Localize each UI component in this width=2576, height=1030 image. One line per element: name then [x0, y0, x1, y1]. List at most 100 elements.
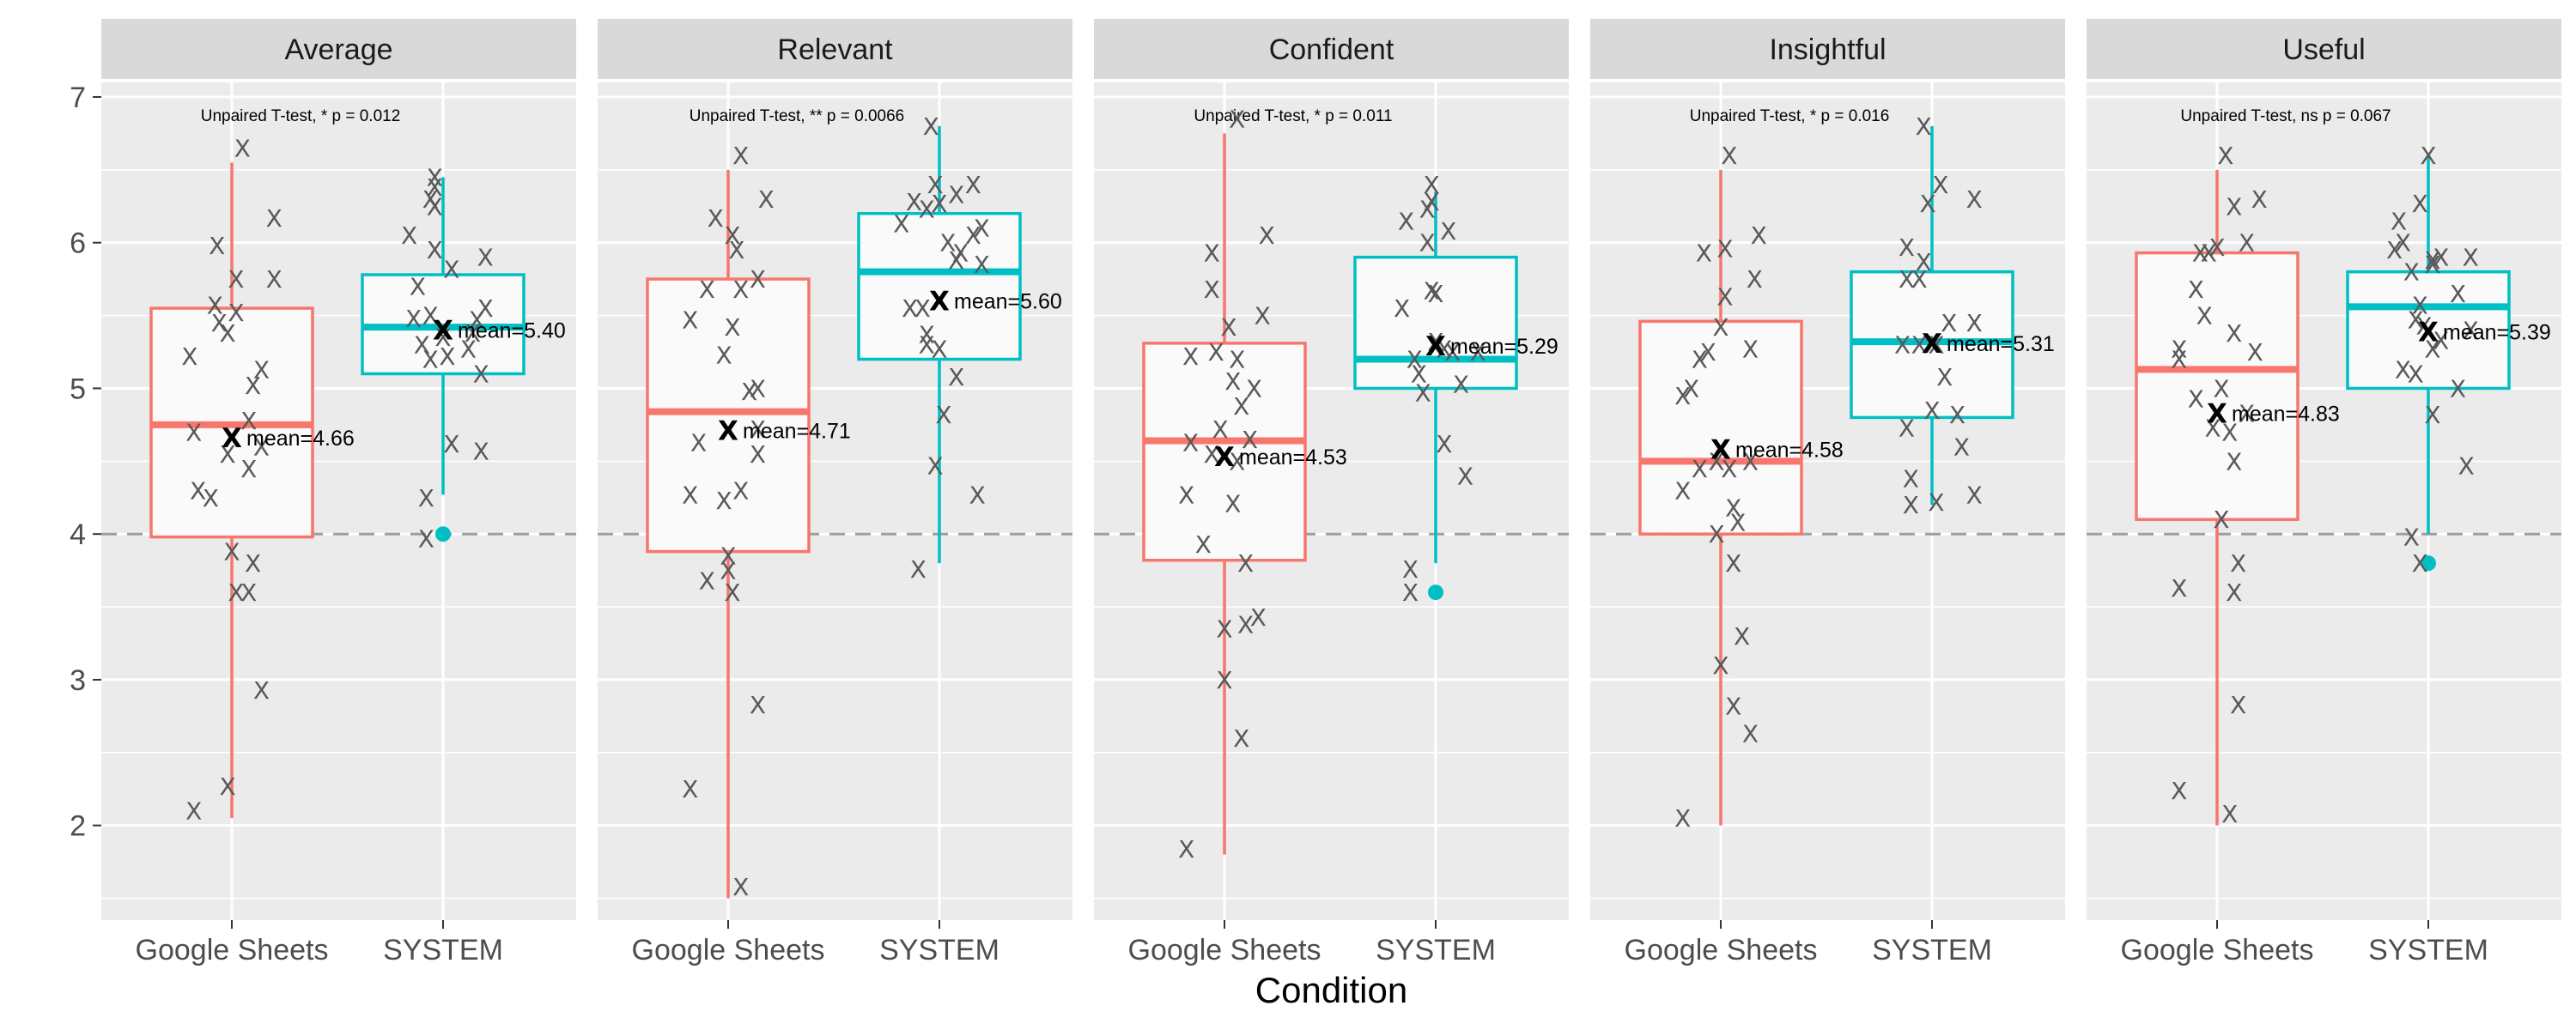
data-point: X: [1182, 342, 1199, 371]
data-point: X: [1692, 455, 1708, 483]
data-point: X: [240, 407, 257, 435]
box: [2346, 270, 2511, 391]
data-point: X: [1928, 488, 1944, 517]
data-point: X: [965, 171, 981, 199]
data-point: X: [1923, 397, 1940, 425]
data-point: X: [2433, 244, 2449, 272]
data-point: X: [427, 192, 443, 221]
data-point: X: [2188, 385, 2204, 413]
data-point: X: [1259, 221, 1275, 250]
data-point: X: [1894, 331, 1911, 360]
data-point: X: [2450, 280, 2466, 308]
data-point: X: [720, 542, 736, 571]
data-point: X: [1398, 207, 1414, 235]
data-point: X: [2424, 251, 2440, 279]
facet-title: Useful: [2282, 33, 2365, 66]
data-point: X: [1928, 331, 1944, 360]
data-point: X: [1233, 724, 1249, 753]
data-point: X: [2230, 691, 2246, 719]
data-point: X: [1246, 374, 1262, 403]
data-point: X: [401, 221, 417, 250]
ttest-annotation: Unpaired T-test, ns p = 0.067: [2180, 107, 2391, 125]
data-point: X: [2196, 302, 2213, 330]
facet-title: Insightful: [1769, 33, 1886, 66]
facet-strip: [598, 19, 1072, 79]
data-point: X: [266, 204, 283, 233]
data-point: X: [1674, 804, 1691, 833]
data-point: X: [245, 549, 261, 578]
x-tick-label: Google Sheets: [136, 934, 329, 966]
data-point: X: [228, 299, 244, 327]
data-point: X: [1444, 338, 1461, 367]
data-point: X: [2403, 258, 2420, 287]
y-axis: 2 3 4 5 6 7: [70, 82, 101, 843]
data-point: X: [902, 294, 918, 323]
data-point: X: [1916, 248, 1932, 276]
outlier-point: [435, 526, 451, 542]
box: [1638, 319, 1803, 536]
data-point: X: [927, 171, 943, 199]
data-point: X: [1178, 835, 1194, 863]
data-point: X: [422, 346, 439, 374]
data-point: X: [1402, 579, 1419, 607]
x-tick-label: SYSTEM: [383, 934, 503, 966]
data-point: X: [914, 294, 931, 323]
data-point: X: [919, 196, 935, 224]
data-point: X: [1949, 401, 1965, 429]
mean-label: mean=5.31: [1947, 332, 2055, 356]
mean-label: mean=4.66: [246, 427, 355, 451]
data-point: X: [952, 239, 969, 268]
facet-strip: [101, 19, 576, 79]
data-point: X: [724, 221, 740, 250]
mean-marker: X: [2418, 317, 2439, 348]
data-point: X: [1229, 346, 1245, 374]
ttest-annotation: Unpaired T-test, * p = 0.011: [1194, 107, 1392, 125]
ttest-annotation: Unpaired T-test, * p = 0.012: [201, 107, 401, 125]
data-point: X: [1216, 666, 1232, 694]
data-point: X: [1911, 331, 1928, 360]
data-point: X: [1457, 462, 1473, 490]
x-tick-label: SYSTEM: [1376, 934, 1496, 966]
data-point: X: [715, 341, 732, 369]
data-point: X: [1255, 302, 1271, 330]
data-point: X: [190, 476, 206, 505]
data-point: X: [906, 188, 922, 216]
data-point: X: [1216, 615, 1232, 644]
data-point: X: [682, 481, 698, 509]
data-point: X: [1742, 336, 1759, 364]
data-point: X: [1725, 549, 1741, 578]
data-point: X: [1178, 481, 1194, 509]
data-point: X: [477, 294, 494, 323]
data-point: X: [2213, 506, 2229, 534]
data-point: X: [1712, 651, 1728, 680]
data-point: X: [1899, 414, 1915, 442]
data-point: X: [969, 481, 986, 509]
data-point: X: [211, 309, 228, 337]
data-point: X: [2192, 239, 2208, 268]
data-point: X: [1237, 610, 1254, 639]
data-point: X: [434, 324, 451, 352]
data-point: X: [1195, 530, 1212, 559]
data-point: X: [405, 305, 422, 333]
data-point: X: [750, 440, 766, 469]
data-point: X: [2415, 312, 2432, 340]
data-point: X: [1453, 370, 1469, 398]
facet-strip: [1590, 19, 2065, 79]
mean-marker: X: [929, 287, 950, 318]
data-point: X: [732, 873, 749, 901]
data-point: X: [209, 232, 225, 260]
data-point: X: [2239, 229, 2255, 258]
data-point: X: [1436, 336, 1452, 364]
data-point: X: [1936, 363, 1953, 391]
y-tick-label: 6: [70, 227, 86, 260]
data-point: X: [245, 372, 261, 400]
data-point: X: [418, 484, 434, 512]
data-point: X: [1716, 235, 1733, 264]
data-point: X: [2213, 374, 2229, 403]
data-point: X: [2204, 414, 2221, 442]
data-point: X: [2450, 374, 2466, 403]
data-point: X: [1966, 309, 1983, 337]
